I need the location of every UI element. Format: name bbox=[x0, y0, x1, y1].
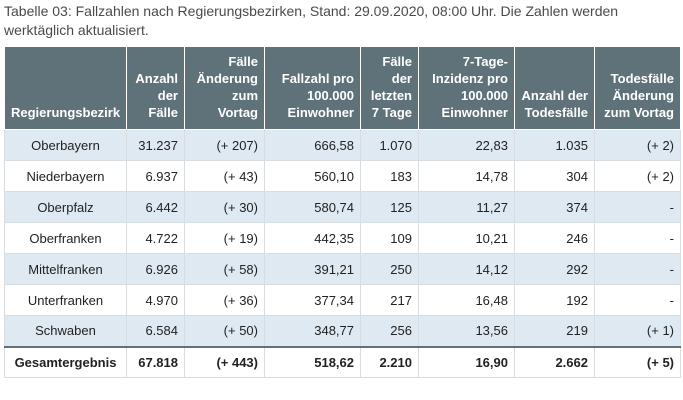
cell-inzidenz: 10,21 bbox=[418, 222, 515, 254]
cell-bezirk: Oberpfalz bbox=[4, 191, 127, 223]
cell-fallzahl: 391,21 bbox=[264, 253, 361, 285]
table-row: Oberbayern 31.237 (+ 207) 666,58 1.070 2… bbox=[4, 129, 681, 161]
cell-7-tage: 256 bbox=[360, 315, 419, 347]
cell-inzidenz: 14,12 bbox=[418, 253, 515, 285]
total-7-tage: 2.210 bbox=[360, 345, 419, 378]
cell-bezirk: Schwaben bbox=[4, 315, 127, 347]
table-row: Mittelfranken 6.926 (+ 58) 391,21 250 14… bbox=[4, 253, 681, 285]
cell-todesfaelle-aenderung: - bbox=[594, 222, 681, 254]
cell-7-tage: 1.070 bbox=[360, 129, 419, 161]
cell-todesfaelle: 1.035 bbox=[514, 129, 595, 161]
header-faelle-aenderung[interactable]: Fälle Änderung zum Vortag bbox=[184, 46, 265, 130]
header-regierungsbezirk[interactable]: Regierungsbezirk bbox=[4, 46, 127, 130]
cell-aenderung: (+ 36) bbox=[184, 284, 265, 316]
table-caption: Tabelle 03: Fallzahlen nach Regierungsbe… bbox=[4, 3, 619, 38]
cell-todesfaelle: 292 bbox=[514, 253, 595, 285]
cell-fallzahl: 348,77 bbox=[264, 315, 361, 347]
table-body: Oberbayern 31.237 (+ 207) 666,58 1.070 2… bbox=[4, 129, 681, 378]
cell-fallzahl: 580,74 bbox=[264, 191, 361, 223]
cell-anzahl: 6.442 bbox=[126, 191, 185, 223]
table-row: Schwaben 6.584 (+ 50) 348,77 256 13,56 2… bbox=[4, 315, 681, 347]
cell-7-tage: 217 bbox=[360, 284, 419, 316]
cell-fallzahl: 442,35 bbox=[264, 222, 361, 254]
cell-aenderung: (+ 30) bbox=[184, 191, 265, 223]
cell-aenderung: (+ 19) bbox=[184, 222, 265, 254]
cases-table: Regierungsbezirk Anzahl der Fälle Fälle … bbox=[4, 46, 681, 378]
cell-bezirk: Oberfranken bbox=[4, 222, 127, 254]
header-todesfaelle-aenderung[interactable]: Todesfälle Änderung zum Vortag bbox=[594, 46, 681, 130]
cell-todesfaelle-aenderung: - bbox=[594, 253, 681, 285]
cell-todesfaelle: 304 bbox=[514, 160, 595, 192]
cell-7-tage: 109 bbox=[360, 222, 419, 254]
cell-aenderung: (+ 50) bbox=[184, 315, 265, 347]
header-faelle-7-tage[interactable]: Fälle der letzten 7 Tage bbox=[360, 46, 419, 130]
table-row: Unterfranken 4.970 (+ 36) 377,34 217 16,… bbox=[4, 284, 681, 316]
cell-aenderung: (+ 43) bbox=[184, 160, 265, 192]
cell-fallzahl: 560,10 bbox=[264, 160, 361, 192]
cell-anzahl: 6.926 bbox=[126, 253, 185, 285]
cell-todesfaelle-aenderung: (+ 2) bbox=[594, 160, 681, 192]
header-anzahl-faelle[interactable]: Anzahl der Fälle bbox=[126, 46, 185, 130]
cell-todesfaelle-aenderung: (+ 1) bbox=[594, 315, 681, 347]
total-fallzahl: 518,62 bbox=[264, 345, 361, 378]
cell-inzidenz: 16,48 bbox=[418, 284, 515, 316]
cell-inzidenz: 22,83 bbox=[418, 129, 515, 161]
cell-todesfaelle-aenderung: - bbox=[594, 191, 681, 223]
cell-7-tage: 183 bbox=[360, 160, 419, 192]
cell-aenderung: (+ 58) bbox=[184, 253, 265, 285]
total-todesfaelle: 2.662 bbox=[514, 345, 595, 378]
cell-7-tage: 250 bbox=[360, 253, 419, 285]
cell-aenderung: (+ 207) bbox=[184, 129, 265, 161]
cell-fallzahl: 666,58 bbox=[264, 129, 361, 161]
cell-7-tage: 125 bbox=[360, 191, 419, 223]
cell-anzahl: 4.970 bbox=[126, 284, 185, 316]
cell-todesfaelle: 246 bbox=[514, 222, 595, 254]
cell-bezirk: Mittelfranken bbox=[4, 253, 127, 285]
cell-inzidenz: 13,56 bbox=[418, 315, 515, 347]
cell-bezirk: Unterfranken bbox=[4, 284, 127, 316]
total-inzidenz: 16,90 bbox=[418, 345, 515, 378]
header-row: Regierungsbezirk Anzahl der Fälle Fälle … bbox=[4, 46, 681, 130]
cell-todesfaelle: 192 bbox=[514, 284, 595, 316]
table-row: Oberfranken 4.722 (+ 19) 442,35 109 10,2… bbox=[4, 222, 681, 254]
cell-todesfaelle-aenderung: (+ 2) bbox=[594, 129, 681, 161]
total-anzahl: 67.818 bbox=[126, 345, 185, 378]
total-label: Gesamtergebnis bbox=[4, 345, 127, 378]
cell-todesfaelle: 374 bbox=[514, 191, 595, 223]
total-todesfaelle-aenderung: (+ 5) bbox=[594, 345, 681, 378]
header-fallzahl-pro-100000[interactable]: Fallzahl pro 100.000 Einwohner bbox=[264, 46, 361, 130]
cell-inzidenz: 11,27 bbox=[418, 191, 515, 223]
table-row: Oberpfalz 6.442 (+ 30) 580,74 125 11,27 … bbox=[4, 191, 681, 223]
total-row: Gesamtergebnis 67.818 (+ 443) 518,62 2.2… bbox=[4, 345, 681, 378]
total-aenderung: (+ 443) bbox=[184, 345, 265, 378]
table-header: Regierungsbezirk Anzahl der Fälle Fälle … bbox=[4, 46, 681, 130]
cell-bezirk: Niederbayern bbox=[4, 160, 127, 192]
cell-anzahl: 4.722 bbox=[126, 222, 185, 254]
cell-anzahl: 31.237 bbox=[126, 129, 185, 161]
cell-inzidenz: 14,78 bbox=[418, 160, 515, 192]
table-row: Niederbayern 6.937 (+ 43) 560,10 183 14,… bbox=[4, 160, 681, 192]
cell-todesfaelle-aenderung: - bbox=[594, 284, 681, 316]
cell-bezirk: Oberbayern bbox=[4, 129, 127, 161]
cell-anzahl: 6.584 bbox=[126, 315, 185, 347]
cell-anzahl: 6.937 bbox=[126, 160, 185, 192]
header-7-tage-inzidenz[interactable]: 7-Tage-Inzidenz pro 100.000 Einwohner bbox=[418, 46, 515, 130]
cell-fallzahl: 377,34 bbox=[264, 284, 361, 316]
header-anzahl-todesfaelle[interactable]: Anzahl der Todesfälle bbox=[514, 46, 595, 130]
cell-todesfaelle: 219 bbox=[514, 315, 595, 347]
